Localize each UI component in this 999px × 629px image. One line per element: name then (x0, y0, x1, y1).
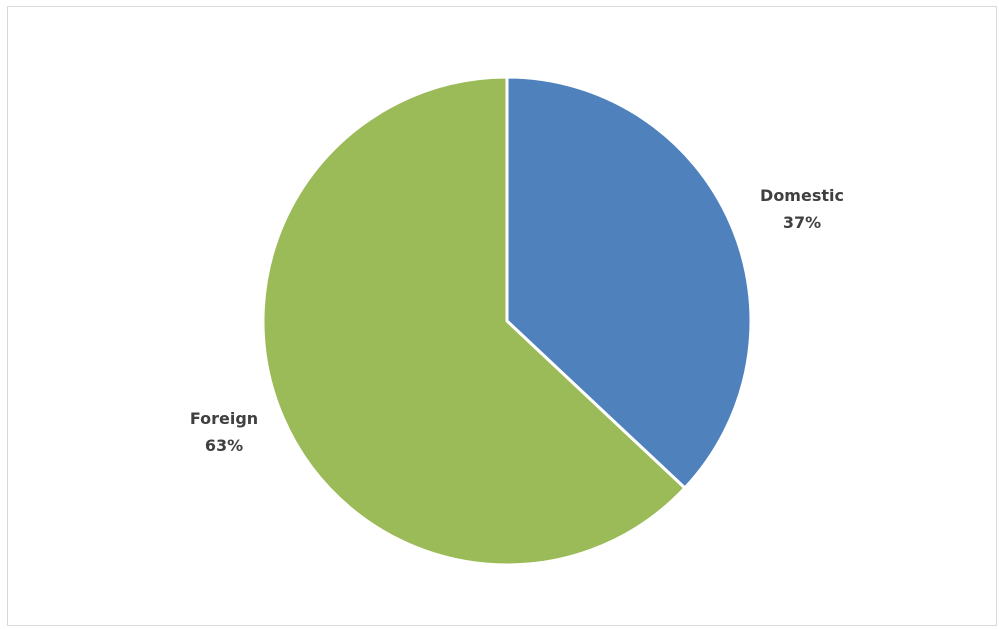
pie-slice-foreign (261, 75, 687, 567)
slice-value-domestic: 37% (783, 213, 821, 232)
pie-slice-domestic (505, 75, 753, 490)
slice-label-domestic: Domestic (760, 186, 844, 205)
slice-label-foreign: Foreign (190, 409, 258, 428)
slice-value-foreign: 63% (205, 436, 243, 455)
